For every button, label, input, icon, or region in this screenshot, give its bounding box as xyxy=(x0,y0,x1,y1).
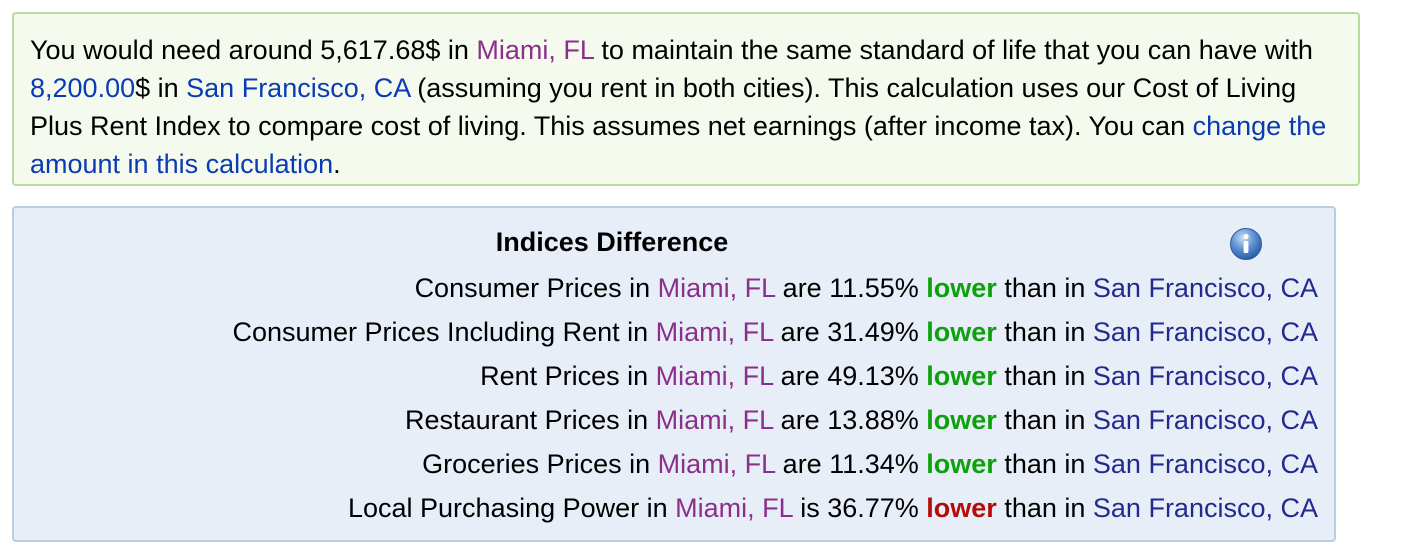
index-other-city[interactable]: San Francisco, CA xyxy=(1092,361,1318,391)
index-direction: lower xyxy=(926,493,997,523)
source-city-link[interactable]: San Francisco, CA xyxy=(186,73,410,103)
summary-text: $ in xyxy=(135,73,187,103)
index-label: Consumer Prices in xyxy=(414,273,658,303)
index-percent: 31.49% xyxy=(827,317,919,347)
target-amount: 5,617.68$ xyxy=(320,35,441,65)
indices-difference-panel: Indices Difference Consumer Prices in Mi… xyxy=(12,206,1336,542)
index-verb: are xyxy=(773,405,828,435)
index-other-city[interactable]: San Francisco, CA xyxy=(1092,273,1318,303)
indices-rows: Consumer Prices in Miami, FL are 11.55% … xyxy=(232,266,1318,530)
index-other-city[interactable]: San Francisco, CA xyxy=(1092,317,1318,347)
index-percent: 13.88% xyxy=(827,405,919,435)
index-other-city[interactable]: San Francisco, CA xyxy=(1092,493,1318,523)
index-verb: are xyxy=(775,273,830,303)
index-connector: than in xyxy=(996,361,1093,391)
index-connector: than in xyxy=(996,273,1093,303)
index-direction: lower xyxy=(926,273,997,303)
summary-text: to maintain the same standard of life th… xyxy=(593,35,1313,65)
index-city[interactable]: Miami, FL xyxy=(655,361,774,391)
change-amount-link[interactable]: change the amount in this calculation xyxy=(30,111,1327,179)
index-city[interactable]: Miami, FL xyxy=(675,493,793,523)
index-city[interactable]: Miami, FL xyxy=(657,449,776,479)
index-row: Restaurant Prices in Miami, FL are 13.88… xyxy=(232,398,1318,442)
index-verb: are xyxy=(773,317,828,347)
index-row: Groceries Prices in Miami, FL are 11.34%… xyxy=(232,442,1318,486)
index-direction: lower xyxy=(926,405,997,435)
index-other-city[interactable]: San Francisco, CA xyxy=(1092,405,1318,435)
summary-text: You would need around xyxy=(30,35,321,65)
index-connector: than in xyxy=(996,405,1093,435)
index-connector: than in xyxy=(996,449,1093,479)
index-label: Rent Prices in xyxy=(480,361,656,391)
index-label: Consumer Prices Including Rent in xyxy=(232,317,656,347)
indices-title: Indices Difference xyxy=(495,227,729,257)
index-row: Consumer Prices in Miami, FL are 11.55% … xyxy=(232,266,1318,310)
calculation-summary: You would need around 5,617.68$ in Miami… xyxy=(12,12,1360,186)
index-connector: than in xyxy=(996,493,1093,523)
index-verb: are xyxy=(773,361,828,391)
target-city: Miami, FL xyxy=(476,35,594,65)
index-direction: lower xyxy=(926,449,997,479)
index-direction: lower xyxy=(926,361,997,391)
index-label: Groceries Prices in xyxy=(422,449,658,479)
summary-text: (assuming you rent in both cities). This… xyxy=(30,73,1297,141)
index-city[interactable]: Miami, FL xyxy=(655,405,774,435)
source-amount-link[interactable]: 8,200.00 xyxy=(30,73,136,103)
index-percent: 11.55% xyxy=(829,273,919,303)
index-label: Restaurant Prices in xyxy=(405,405,656,435)
index-row: Rent Prices in Miami, FL are 49.13% lowe… xyxy=(232,354,1318,398)
summary-text: . xyxy=(333,149,341,179)
index-verb: are xyxy=(775,449,830,479)
index-percent: 36.77% xyxy=(827,493,919,523)
summary-text: in xyxy=(440,35,477,65)
index-label: Local Purchasing Power in xyxy=(347,493,676,523)
index-city[interactable]: Miami, FL xyxy=(655,317,774,347)
index-city[interactable]: Miami, FL xyxy=(657,273,776,303)
info-icon[interactable] xyxy=(1229,227,1263,261)
index-direction: lower xyxy=(926,317,997,347)
index-percent: 11.34% xyxy=(829,449,919,479)
index-row: Local Purchasing Power in Miami, FL is 3… xyxy=(232,486,1318,530)
index-row: Consumer Prices Including Rent in Miami,… xyxy=(232,310,1318,354)
index-connector: than in xyxy=(996,317,1093,347)
index-verb: is xyxy=(792,493,828,523)
index-percent: 49.13% xyxy=(827,361,919,391)
index-other-city[interactable]: San Francisco, CA xyxy=(1092,449,1318,479)
